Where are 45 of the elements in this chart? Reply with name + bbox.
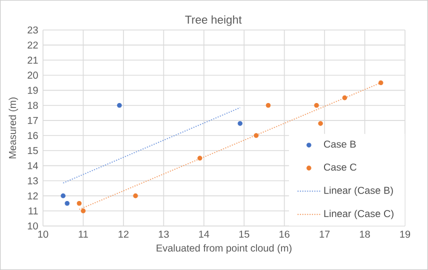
- point: [318, 121, 323, 126]
- y-tick-label: 16: [28, 132, 38, 140]
- y-tick-label: 20: [28, 72, 38, 79]
- point: [80, 208, 86, 214]
- point: [197, 156, 202, 161]
- point: [238, 121, 242, 126]
- x-tick-label: 16: [280, 230, 290, 238]
- y-tick-label: 11: [28, 207, 38, 214]
- legend-label: Case C: [324, 164, 356, 171]
- y-tick-label: 12: [28, 192, 38, 200]
- y-axis-title: Measured (m): [8, 98, 18, 158]
- y-tick-label: 21: [28, 56, 38, 64]
- y-tick-label: 13: [28, 177, 38, 184]
- x-tick-label: 11: [78, 230, 88, 238]
- x-tick-label: 18: [360, 230, 370, 238]
- point: [76, 200, 82, 206]
- point: [342, 95, 348, 100]
- x-tick-label: 10: [38, 230, 48, 238]
- y-tick-label: 22: [28, 42, 38, 49]
- x-tick-label: 14: [199, 230, 210, 238]
- point: [60, 193, 66, 198]
- y-tick-label: 14: [28, 162, 38, 170]
- x-tick-label: 12: [118, 230, 129, 238]
- point: [314, 102, 319, 108]
- chart-title: Tree height: [185, 15, 242, 26]
- point: [117, 102, 122, 108]
- y-tick-label: 10: [28, 222, 38, 230]
- point: [266, 102, 271, 108]
- legend-label: Case B: [324, 140, 356, 148]
- x-tick-label: 19: [400, 230, 410, 238]
- point: [64, 200, 70, 206]
- x-tick-label: 13: [158, 230, 169, 238]
- y-tick-label: 15: [28, 147, 38, 154]
- x-tick-label: 17: [320, 230, 330, 238]
- point: [254, 133, 259, 138]
- y-tick-label: 23: [28, 26, 38, 34]
- legend-label: Linear (Case B): [324, 186, 393, 196]
- point: [378, 80, 384, 86]
- y-tick-label: 19: [28, 86, 38, 94]
- x-axis-title: Evaluated from point cloud (m): [156, 244, 292, 254]
- y-tick-label: 17: [28, 117, 38, 124]
- y-tick-label: 18: [28, 102, 38, 109]
- x-tick-label: 15: [239, 230, 250, 238]
- point: [133, 193, 138, 198]
- legend-label: Linear (Case C): [324, 210, 394, 220]
